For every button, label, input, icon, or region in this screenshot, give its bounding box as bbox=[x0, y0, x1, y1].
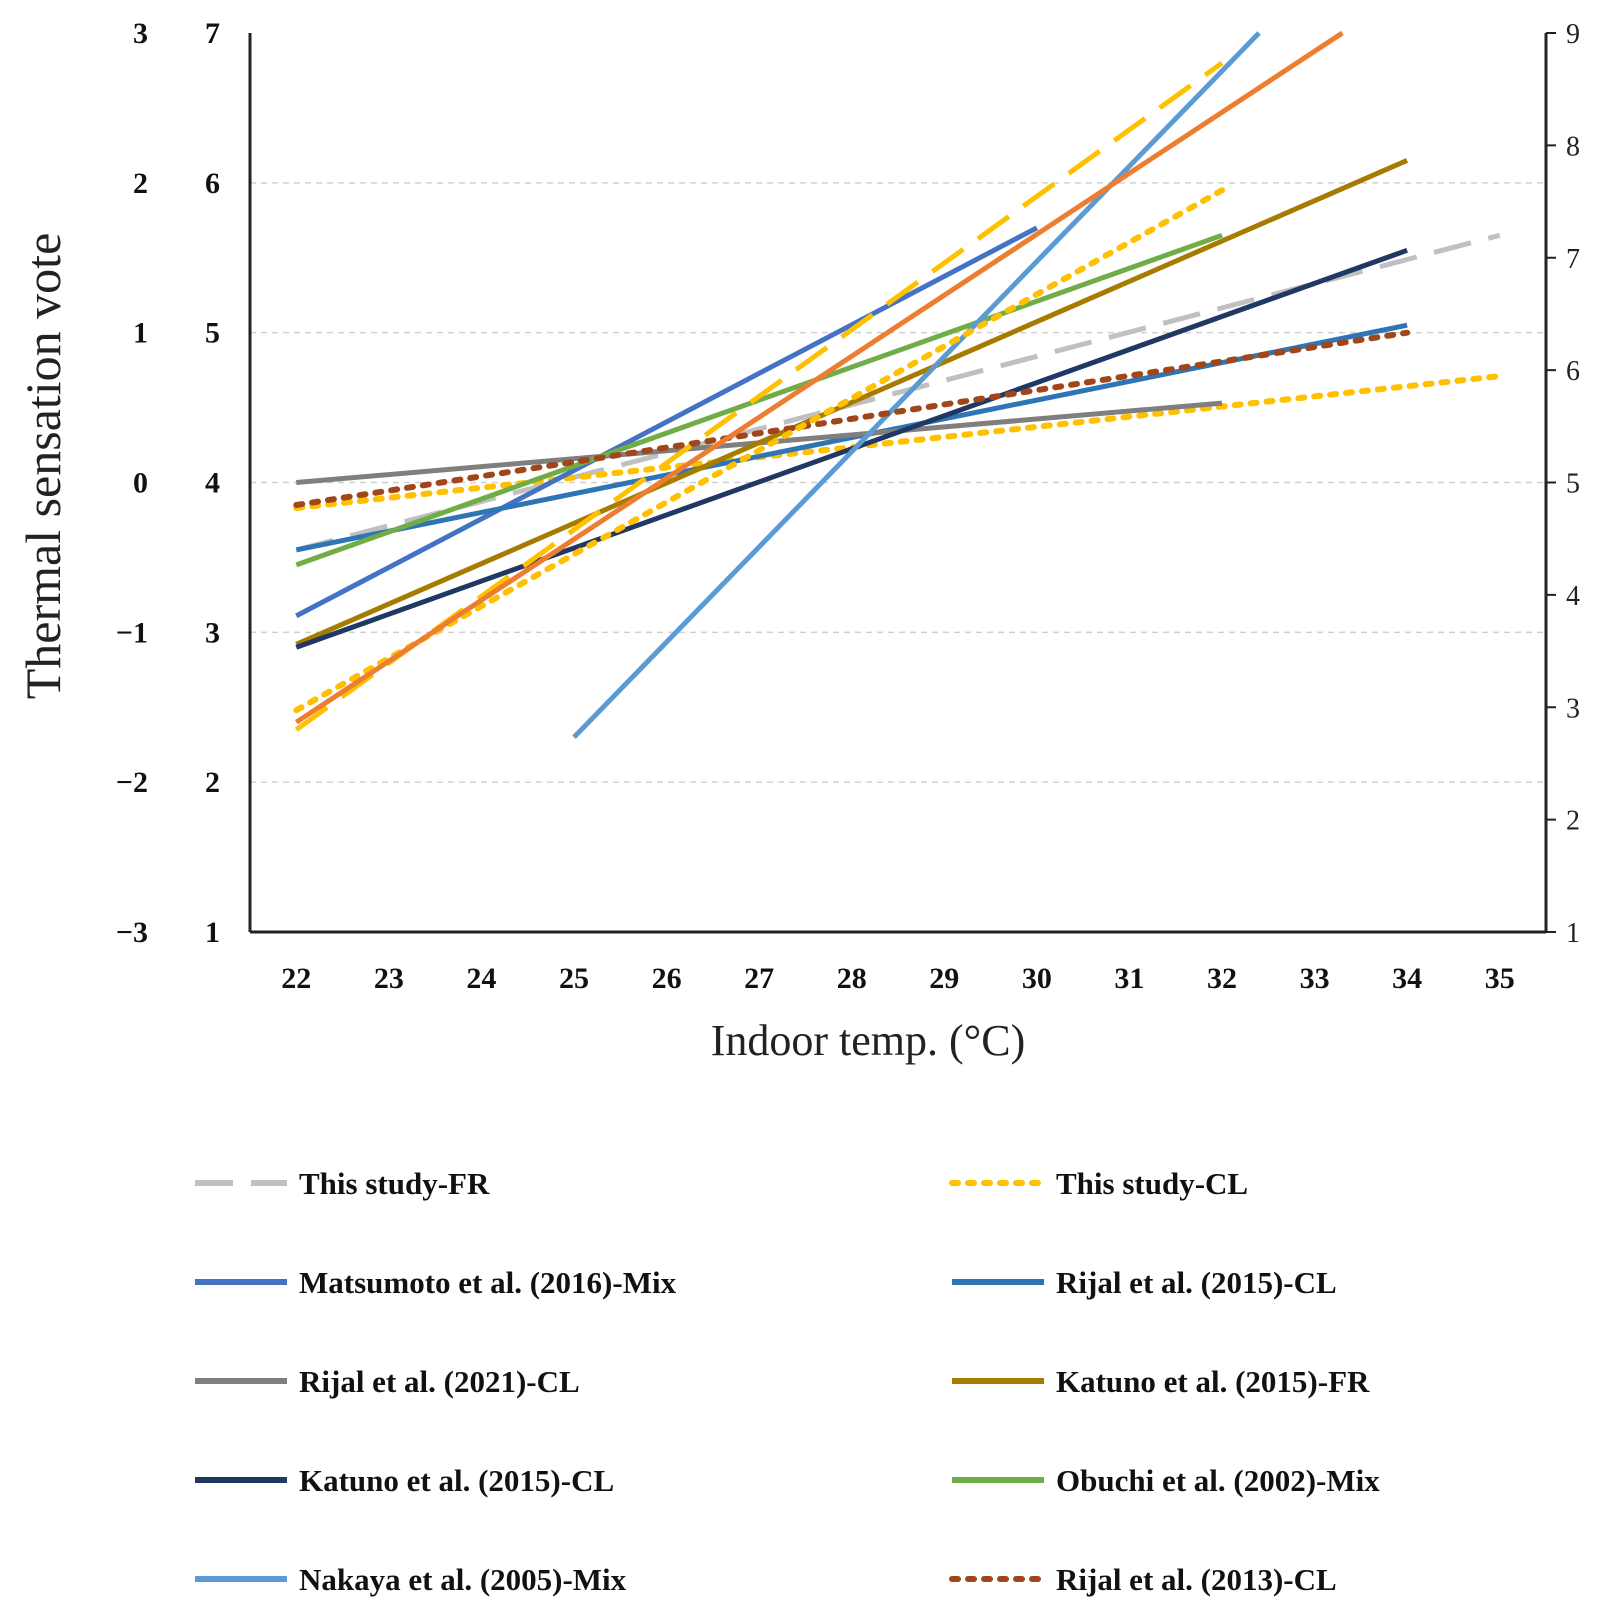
y-tick-label-scale9: 1 bbox=[1566, 918, 1580, 949]
y-tick-label-scale7: 5 bbox=[205, 317, 220, 350]
gridlines bbox=[250, 182, 1546, 783]
y-tick-label-scale7: 4 bbox=[205, 467, 220, 500]
series-line bbox=[293, 329, 1411, 508]
y-tick-label-scale7: 6 bbox=[205, 167, 220, 200]
y-tick-label-tsv: 3 bbox=[133, 17, 148, 50]
series-line bbox=[295, 158, 1409, 647]
x-tick-label: 35 bbox=[1485, 962, 1515, 995]
y-tick-label-tsv: 2 bbox=[133, 167, 148, 200]
y-tick-label-tsv: −3 bbox=[116, 916, 148, 949]
x-tick-label: 23 bbox=[374, 962, 404, 995]
y-axis-title: Thermal sensation vote bbox=[15, 233, 71, 700]
y-tick-label-scale9: 9 bbox=[1566, 19, 1580, 50]
x-tick-label: 24 bbox=[466, 962, 496, 995]
y-tick-label-scale7: 1 bbox=[205, 916, 220, 949]
x-tick-label: 26 bbox=[652, 962, 682, 995]
x-tick-label: 25 bbox=[559, 962, 589, 995]
legend-label: Obuchi et al. (2002)-Mix bbox=[1056, 1463, 1380, 1498]
y-tick-label-tsv: 0 bbox=[133, 467, 148, 500]
x-tick-label: 22 bbox=[281, 962, 311, 995]
y-tick-label-scale9: 8 bbox=[1566, 131, 1580, 162]
y-tick-label-scale9: 5 bbox=[1566, 469, 1580, 500]
legend-label: Rijal et al. (2015)-CL bbox=[1056, 1265, 1337, 1300]
x-tick-label: 30 bbox=[1022, 962, 1052, 995]
x-tick-label: 28 bbox=[837, 962, 867, 995]
y-tick-label-tsv: −1 bbox=[116, 616, 148, 649]
tick-labels: 22 23 24 25 26 27 28 29 30 31 32 33 34 353210−1−2−376… bbox=[116, 17, 1580, 995]
y-tick-label-scale9: 6 bbox=[1566, 356, 1580, 387]
legend-label: This study-FR bbox=[299, 1166, 490, 1201]
legend-label: Rijal et al. (2013)-CL bbox=[1056, 1562, 1337, 1597]
legend-label: Katuno et al. (2015)-CL bbox=[299, 1463, 614, 1498]
legend-label: Rijal et al. (2021)-CL bbox=[299, 1364, 580, 1399]
y-tick-label-tsv: 1 bbox=[133, 317, 148, 350]
legend-label: This study-CL bbox=[1056, 1166, 1248, 1201]
x-tick-label: 33 bbox=[1300, 962, 1330, 995]
series-line bbox=[294, 30, 1344, 725]
series-line bbox=[295, 232, 1223, 568]
x-tick-label: 31 bbox=[1114, 962, 1144, 995]
y-tick-label-scale9: 3 bbox=[1566, 693, 1580, 724]
x-tick-label: 29 bbox=[929, 962, 959, 995]
y-tick-label-scale7: 7 bbox=[205, 17, 220, 50]
y-tick-label-scale7: 3 bbox=[205, 616, 220, 649]
y-tick-label-scale9: 2 bbox=[1566, 806, 1580, 837]
x-tick-label: 34 bbox=[1392, 962, 1422, 995]
series-line bbox=[293, 187, 1225, 714]
x-axis-title: Indoor temp. (°C) bbox=[711, 1016, 1026, 1065]
series-lines bbox=[293, 30, 1503, 739]
legend-label: Nakaya et al. (2005)-Mix bbox=[299, 1562, 627, 1597]
y-tick-label-tsv: −2 bbox=[116, 766, 148, 799]
x-tick-label: 27 bbox=[744, 962, 774, 995]
legend-label: Katuno et al. (2015)-FR bbox=[1056, 1364, 1370, 1399]
x-tick-label: 32 bbox=[1207, 962, 1237, 995]
legend: This study-FR This study-CL Matsumoto et a… bbox=[195, 1166, 1380, 1597]
legend-label: Matsumoto et al. (2016)-Mix bbox=[299, 1265, 677, 1300]
y-tick-label-scale7: 2 bbox=[205, 766, 220, 799]
series-line bbox=[295, 225, 1039, 619]
series-line bbox=[572, 31, 1261, 739]
series-line bbox=[293, 373, 1503, 511]
y-tick-label-scale9: 4 bbox=[1566, 581, 1580, 612]
y-tick-label-scale9: 7 bbox=[1566, 244, 1580, 275]
